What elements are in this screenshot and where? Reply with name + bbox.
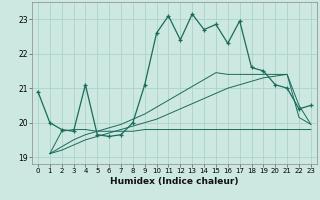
X-axis label: Humidex (Indice chaleur): Humidex (Indice chaleur) [110,177,239,186]
